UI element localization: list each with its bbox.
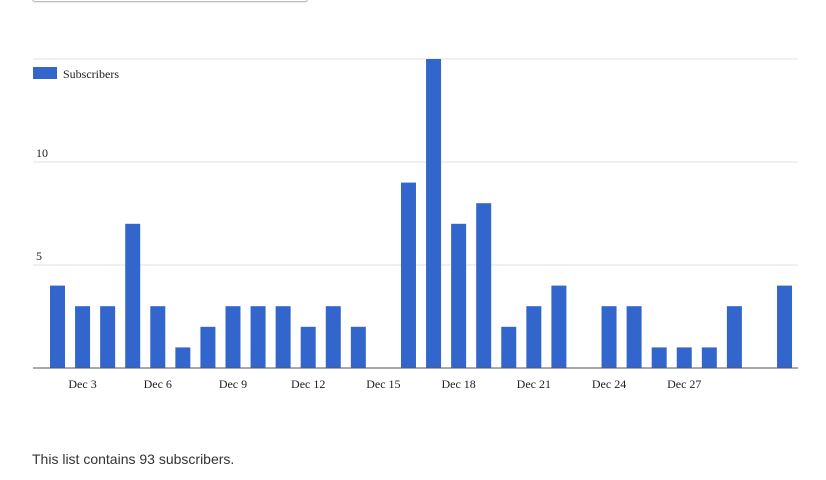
bar-dec-8 <box>200 326 216 368</box>
legend-label-subscribers: Subscribers <box>63 67 119 81</box>
bar-dec-18 <box>451 223 467 368</box>
bar-dec-31 <box>777 285 793 368</box>
bar-dec-12 <box>300 326 316 368</box>
x-tick-label: Dec 12 <box>291 377 325 391</box>
bar-dec-26 <box>651 347 667 368</box>
bar-dec-16 <box>400 182 416 368</box>
legend: Subscribers <box>33 67 119 81</box>
bar-dec-9 <box>225 306 241 368</box>
x-tick-label: Dec 9 <box>219 377 247 391</box>
legend-swatch-subscribers <box>33 67 57 79</box>
bar-dec-10 <box>250 306 266 368</box>
bar-dec-2 <box>50 285 65 368</box>
bar-dec-4 <box>100 306 116 368</box>
bar-dec-6 <box>150 306 166 368</box>
subscribers-bar-chart: Subscribers Dec 3 Dec 6 Dec 9 Dec 12 Dec 15 D… <box>33 58 798 391</box>
bar-dec-25 <box>626 306 642 368</box>
bar-dec-22 <box>551 285 567 368</box>
bar-dec-11 <box>275 306 291 368</box>
x-tick-label: Dec 15 <box>366 377 400 391</box>
x-tick-label: Dec 21 <box>517 377 551 391</box>
bar-dec-21 <box>526 306 542 368</box>
bar-dec-28 <box>701 347 717 368</box>
bars-layer <box>50 59 793 368</box>
x-tick-label: Dec 18 <box>441 377 475 391</box>
bar-dec-27 <box>676 347 692 368</box>
subscriber-count-summary: This list contains 93 subscribers. <box>32 451 235 467</box>
bar-dec-29 <box>726 306 742 368</box>
y-tick-label: 5 <box>36 249 42 263</box>
x-tick-label: Dec 24 <box>592 377 626 391</box>
y-axis-tick-labels: 5 10 <box>36 146 48 263</box>
x-tick-label: Dec 27 <box>667 377 701 391</box>
y-tick-label: 10 <box>36 146 48 160</box>
bar-dec-17 <box>426 59 442 368</box>
x-tick-label: Dec 3 <box>68 377 96 391</box>
x-axis-tick-labels: Dec 3 Dec 6 Dec 9 Dec 12 Dec 15 Dec 18 Dec 21 D… <box>68 377 701 391</box>
bar-dec-7 <box>175 347 191 368</box>
bar-dec-14 <box>350 326 366 368</box>
bar-dec-3 <box>75 306 91 368</box>
bar-dec-20 <box>501 326 517 368</box>
bar-dec-13 <box>325 306 341 368</box>
bar-dec-19 <box>476 203 492 368</box>
bar-dec-5 <box>125 223 141 368</box>
x-tick-label: Dec 6 <box>144 377 172 391</box>
bar-dec-24 <box>601 306 617 368</box>
